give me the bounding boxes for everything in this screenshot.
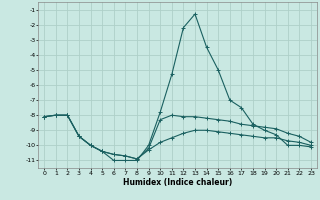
X-axis label: Humidex (Indice chaleur): Humidex (Indice chaleur) (123, 178, 232, 187)
